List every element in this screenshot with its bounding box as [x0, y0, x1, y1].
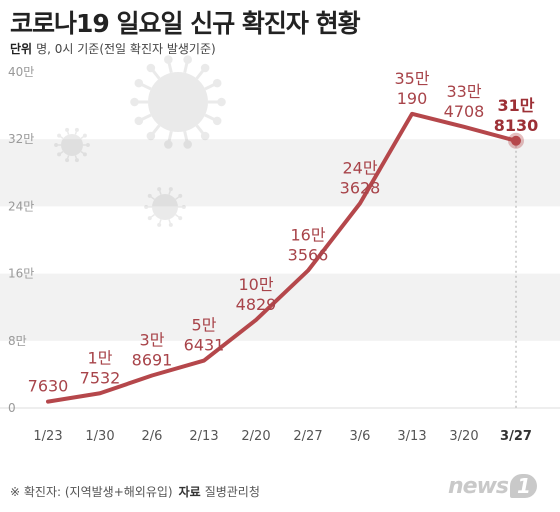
data-label: 31만: [498, 96, 535, 115]
x-tick-label: 3/6: [350, 429, 371, 444]
y-tick-label: 24만: [8, 199, 34, 213]
y-axis: 0 8만 16만 24만 32만 40만: [8, 65, 34, 415]
y-tick-label: 40만: [8, 65, 34, 79]
data-label: 7532: [80, 368, 121, 387]
data-label: 35만: [394, 69, 429, 88]
data-label: 4829: [236, 295, 277, 314]
unit-description: 명, 0시 기준(전일 확진자 발생기준): [36, 42, 216, 56]
source-name: 질병관리청: [204, 485, 260, 499]
x-tick-label: 2/20: [241, 429, 270, 444]
data-label: 1만: [88, 348, 113, 367]
chart-title: 코로나19 일요일 신규 확진자 현황: [10, 9, 361, 38]
y-tick-label: 16만: [8, 267, 34, 281]
data-label: 3만: [140, 330, 165, 349]
footnote-note: ※ 확진자: (지역발생+해외유입): [10, 485, 173, 499]
x-tick-label: 2/27: [293, 429, 322, 444]
x-tick-label: 1/30: [85, 429, 114, 444]
data-label: 24만: [342, 158, 377, 177]
data-label: 16만: [290, 226, 325, 245]
chart-subtitle: 단위 명, 0시 기준(전일 확진자 발생기준): [10, 40, 216, 57]
footnote: ※ 확진자: (지역발생+해외유입) 자료 질병관리청: [10, 483, 260, 500]
x-tick-label: 1/23: [33, 429, 62, 444]
x-tick-label: 3/27: [500, 429, 532, 444]
data-label: 3628: [340, 178, 381, 197]
data-label: 3566: [288, 246, 329, 265]
virus-icon-large: [130, 55, 226, 149]
news1-logo: news 1: [448, 474, 537, 499]
last-point-marker: [511, 135, 521, 146]
x-tick-label: 2/6: [142, 429, 163, 444]
x-axis: 1/23 1/30 2/6 2/13 2/20 2/27 3/6 3/13 3/20 3/27: [33, 429, 532, 444]
logo-badge: 1: [510, 474, 537, 498]
grid-band: [0, 139, 560, 207]
series-line-group: [46, 111, 524, 408]
virus-icon-small: [54, 127, 90, 163]
data-label: 7630: [28, 377, 69, 396]
data-label: 4708: [444, 102, 485, 121]
x-tick-label: 2/13: [189, 429, 218, 444]
source-label: 자료: [178, 485, 201, 499]
data-label: 8130: [494, 116, 539, 135]
logo-text: news: [448, 474, 509, 499]
unit-label: 단위: [10, 42, 33, 56]
data-labels: 76301만75323만86915만643110만482916만356624만3…: [28, 69, 539, 396]
series-line: [46, 111, 518, 404]
grid-band: [0, 273, 560, 341]
data-label: 6431: [184, 336, 225, 355]
data-label: 10만: [238, 275, 273, 294]
data-label: 190: [397, 89, 428, 108]
x-tick-label: 3/20: [449, 429, 478, 444]
y-tick-label: 8만: [8, 334, 27, 348]
data-label: 8691: [132, 350, 173, 369]
x-tick-label: 3/13: [397, 429, 426, 444]
data-label: 5만: [192, 316, 217, 335]
data-label: 33만: [446, 82, 481, 101]
virus-icon-medium: [144, 187, 186, 227]
y-tick-label: 32만: [8, 132, 34, 146]
grid-bands: [0, 139, 560, 409]
virus-decoration: [54, 55, 226, 227]
y-tick-label: 0: [8, 401, 16, 415]
